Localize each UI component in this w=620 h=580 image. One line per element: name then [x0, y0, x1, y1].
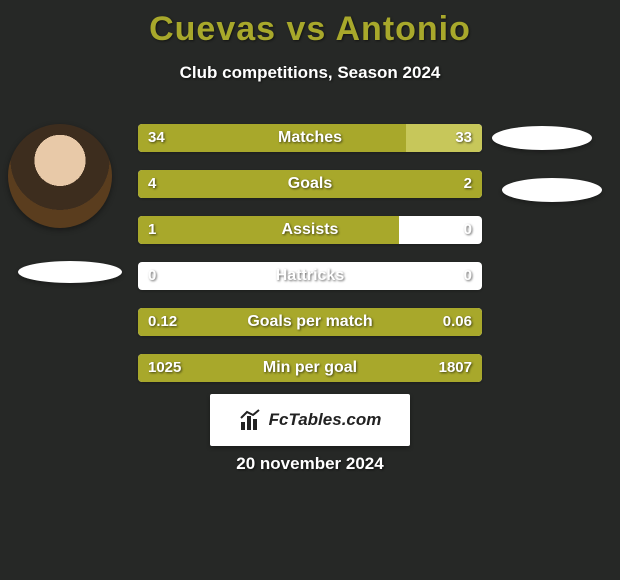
stat-row: 3433Matches [138, 124, 482, 152]
brand-badge: FcTables.com [210, 394, 410, 446]
page-title: Cuevas vs Antonio [0, 0, 620, 49]
stat-row: 00Hattricks [138, 262, 482, 290]
subtitle: Club competitions, Season 2024 [0, 63, 620, 83]
brand-icon [239, 408, 263, 432]
stat-label: Goals [138, 170, 482, 198]
stat-label: Min per goal [138, 354, 482, 382]
stat-row: 10Assists [138, 216, 482, 244]
comparison-card: Cuevas vs Antonio Club competitions, Sea… [0, 0, 620, 580]
brand-text: FcTables.com [269, 410, 382, 430]
date-text: 20 november 2024 [0, 454, 620, 474]
player-right-photo-placeholder-1 [492, 126, 592, 150]
stat-label: Matches [138, 124, 482, 152]
stat-label: Hattricks [138, 262, 482, 290]
stat-row: 10251807Min per goal [138, 354, 482, 382]
player-right-photo-placeholder-2 [502, 178, 602, 202]
stat-row: 42Goals [138, 170, 482, 198]
player-left-name-placeholder [18, 261, 122, 283]
stat-label: Goals per match [138, 308, 482, 336]
player-left-photo [8, 124, 112, 228]
stat-label: Assists [138, 216, 482, 244]
stat-bars: 3433Matches 42Goals 10Assists 00Hattricks 0.… [138, 124, 482, 400]
stat-row: 0.120.06Goals per match [138, 308, 482, 336]
